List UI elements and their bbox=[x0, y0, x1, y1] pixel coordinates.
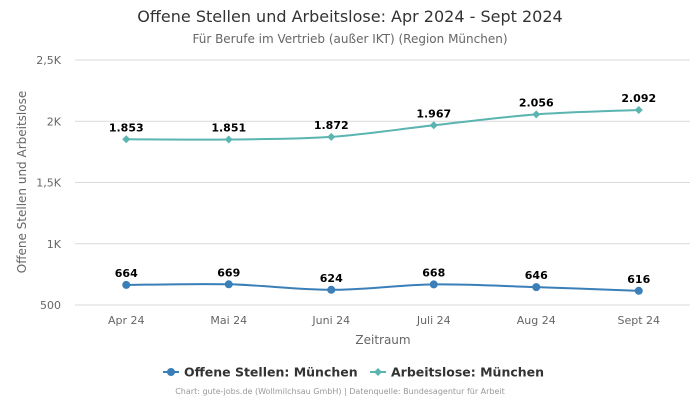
legend-label: Offene Stellen: München bbox=[184, 365, 358, 380]
legend[interactable]: Offene Stellen: München Arbeitslose: Münc… bbox=[163, 365, 544, 380]
y-axis-title: Offene Stellen und Arbeitslose bbox=[15, 91, 29, 273]
data-label: 2.092 bbox=[621, 92, 656, 105]
x-tick-label: Sept 24 bbox=[617, 314, 660, 327]
data-label: 1.872 bbox=[314, 119, 349, 132]
legend-marker bbox=[167, 368, 175, 376]
y-tick-label: 2,5K bbox=[36, 54, 61, 67]
data-point[interactable] bbox=[532, 110, 541, 119]
y-axis-ticks: 500 1K 1,5K 2K 2,5K bbox=[36, 54, 61, 312]
x-axis-title: Zeitraum bbox=[355, 333, 410, 347]
legend-item[interactable]: Arbeitslose: München bbox=[370, 365, 544, 380]
series-line bbox=[126, 283, 639, 292]
chart-subtitle: Für Berufe im Vertrieb (außer IKT) (Regi… bbox=[192, 32, 507, 46]
data-point[interactable] bbox=[224, 280, 233, 289]
x-tick-label: Juni 24 bbox=[311, 314, 350, 327]
data-point[interactable] bbox=[122, 135, 131, 144]
x-tick-label: Aug 24 bbox=[517, 314, 556, 327]
x-tick-label: Juli 24 bbox=[416, 314, 451, 327]
y-tick-label: 1K bbox=[47, 238, 62, 251]
x-tick-label: Mai 24 bbox=[210, 314, 247, 327]
data-labels: 664 669 624 668 646 616 1.853 1.851 1.872 1.967 2.… bbox=[109, 92, 656, 286]
data-point[interactable] bbox=[634, 105, 643, 114]
chart-credits: Chart: gute-jobs.de (Wollmilchsau GmbH) … bbox=[175, 387, 505, 396]
data-point[interactable] bbox=[122, 280, 131, 289]
data-label: 2.056 bbox=[519, 96, 554, 109]
legend-marker bbox=[374, 368, 382, 376]
x-tick-label: Apr 24 bbox=[108, 314, 145, 327]
chart-title: Offene Stellen und Arbeitslose: Apr 2024… bbox=[137, 7, 562, 26]
data-point[interactable] bbox=[429, 121, 438, 130]
data-label: 1.853 bbox=[109, 121, 144, 134]
data-label: 669 bbox=[217, 266, 240, 279]
series-line bbox=[126, 108, 639, 141]
data-point[interactable] bbox=[327, 285, 336, 294]
data-point[interactable] bbox=[224, 135, 233, 144]
data-label: 668 bbox=[422, 266, 445, 279]
data-label: 1.967 bbox=[416, 107, 451, 120]
series-group bbox=[122, 105, 643, 295]
data-label: 646 bbox=[525, 269, 548, 282]
grid-lines bbox=[75, 59, 690, 306]
x-axis-ticks: Apr 24 Mai 24 Juni 24 Juli 24 Aug 24 Sept 24 bbox=[108, 314, 660, 327]
data-label: 624 bbox=[320, 272, 343, 285]
y-tick-label: 500 bbox=[40, 299, 61, 312]
data-label: 664 bbox=[115, 267, 138, 280]
y-tick-label: 2K bbox=[47, 115, 62, 128]
data-point[interactable] bbox=[429, 280, 438, 289]
data-label: 1.851 bbox=[211, 122, 246, 135]
data-point[interactable] bbox=[634, 286, 643, 295]
data-label: 616 bbox=[627, 273, 650, 286]
legend-item[interactable]: Offene Stellen: München bbox=[163, 365, 358, 380]
data-point[interactable] bbox=[532, 283, 541, 292]
legend-label: Arbeitslose: München bbox=[391, 365, 544, 380]
data-point[interactable] bbox=[327, 132, 336, 141]
y-tick-label: 1,5K bbox=[36, 177, 61, 190]
